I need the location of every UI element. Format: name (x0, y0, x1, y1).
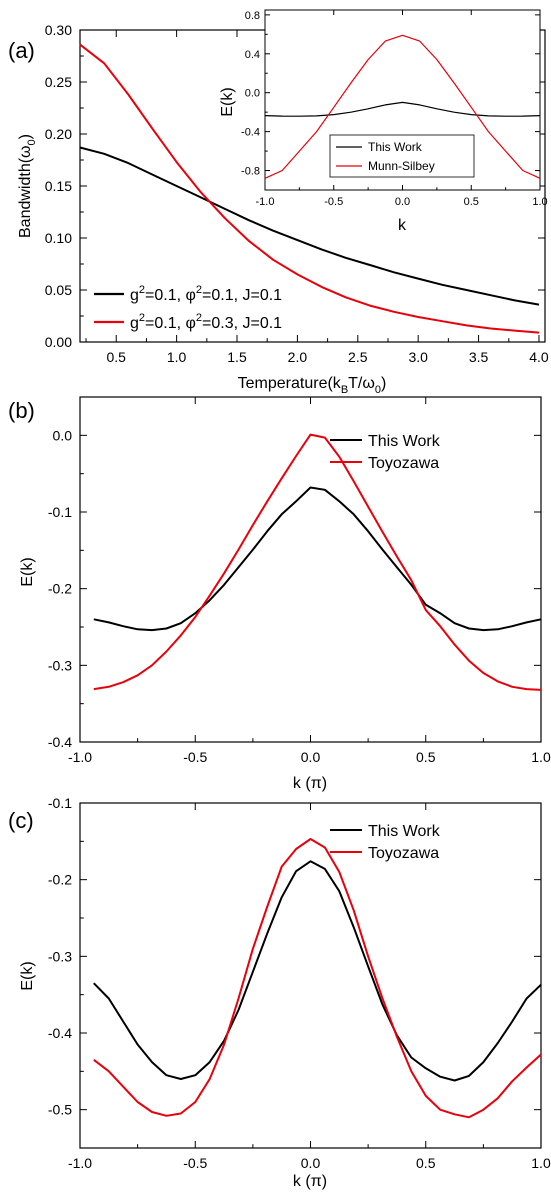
b-x-tick-label: -1.0 (68, 749, 92, 765)
inset-y-tick-label: -0.8 (241, 166, 260, 178)
a-y-tick-label: 0.10 (45, 230, 72, 246)
c-y-tick-label: -0.4 (48, 1025, 72, 1041)
a-series-line-0 (79, 146, 540, 306)
c-y-tick-label: -0.2 (48, 872, 72, 888)
plot-frame-b (79, 396, 542, 743)
inset-y-tick-label: 0.4 (245, 49, 260, 61)
panel-b: (b) -1.0 -0.5 0.0 0.5 1.0 -0.4 -0.3 -0.2 -0.1 0.0… (8, 396, 551, 792)
b-y-tick-label: -0.4 (48, 734, 72, 750)
a-y-tick-label: 0.15 (45, 178, 72, 194)
b-y-tick-label: -0.1 (48, 504, 72, 520)
inset-x-tick-label: 0.0 (395, 196, 410, 208)
y-axis-label-c: E(k) (19, 961, 36, 990)
c-y-tick-label: -0.3 (48, 948, 72, 964)
inset-x-tick-label: -0.5 (324, 196, 343, 208)
legend-label-a-0: g2=0.1, φ2=0.1, J=0.1 (130, 284, 282, 304)
c-y-tick-label: -0.1 (48, 795, 72, 811)
plot-frame-c (79, 802, 542, 1149)
x-axis-label-a: Temperature(kBT/ω0) (238, 375, 387, 396)
a-y-tick-label: 0.25 (45, 74, 72, 90)
b-y-tick-label: -0.2 (48, 581, 72, 597)
legend-a: g2=0.1, φ2=0.1, J=0.1 g2=0.1, φ2=0.3, J=… (94, 284, 282, 332)
legend-label-a-1: g2=0.1, φ2=0.3, J=0.1 (130, 312, 282, 332)
c-y-tick-label: -0.5 (48, 1102, 72, 1118)
c-x-tick-label: 0.0 (301, 1155, 321, 1171)
inset-series-line-0 (264, 101, 541, 117)
legend-label-inset-1: Munn-Silbey (368, 159, 435, 173)
y-axis-label-inset: E(k) (219, 87, 236, 116)
inset-y-tick-label: 0.8 (245, 10, 260, 22)
panel-a: (a) 0.5 1.0 1.5 2.0 2.5 3.0 3.5 4.0 0.00 0.05 0.10… (8, 9, 549, 396)
b-series-line-0 (93, 486, 542, 632)
inset-x-tick-label: -1.0 (256, 196, 275, 208)
a-x-tick-label: 2.5 (348, 349, 368, 365)
ticks-b: -1.0 -0.5 0.0 0.5 1.0 -0.4 -0.3 -0.2 -0.1 0.0 (48, 396, 551, 765)
a-x-tick-label: 0.5 (106, 349, 126, 365)
a-y-tick-label: 0.00 (45, 334, 72, 350)
inset-series-line-1 (264, 34, 541, 179)
legend-box-inset (329, 134, 475, 178)
a-y-tick-label: 0.30 (45, 22, 72, 38)
legend-label-inset-0: This Work (368, 140, 423, 154)
x-axis-label-b: k (π) (293, 775, 327, 792)
series-lines-inset (264, 34, 541, 179)
b-x-tick-label: -0.5 (183, 749, 207, 765)
legend-c: This Work Toyozawa (330, 823, 441, 862)
b-y-tick-label: -0.3 (48, 657, 72, 673)
b-x-tick-label: 0.0 (301, 749, 321, 765)
legend-inset: This Work Munn-Silbey (329, 134, 475, 178)
a-x-tick-label: 3.0 (408, 349, 428, 365)
a-y-tick-label: 0.20 (45, 126, 72, 142)
inset-plot: -1.0 -0.5 0.0 0.5 1.0-0.8-0.40.00.40.8 E(k) … (219, 9, 548, 234)
a-y-tick-label: 0.05 (45, 282, 72, 298)
a-x-tick-label: 3.5 (469, 349, 489, 365)
a-x-tick-label: 1.0 (167, 349, 187, 365)
c-x-tick-label: -1.0 (68, 1155, 92, 1171)
series-lines-a (79, 43, 540, 334)
a-x-tick-label: 4.0 (529, 349, 549, 365)
a-x-tick-label: 2.0 (288, 349, 308, 365)
c-x-tick-label: 0.5 (416, 1155, 436, 1171)
b-x-tick-label: 1.0 (531, 749, 551, 765)
series-lines-b (93, 433, 542, 691)
inset-x-tick-label: 1.0 (532, 196, 547, 208)
legend-label-c-1: Toyozawa (368, 845, 439, 862)
c-x-tick-label: -0.5 (183, 1155, 207, 1171)
inset-y-tick-label: 0.0 (245, 88, 260, 100)
panel-c: (c) -1.0 -0.5 0.0 0.5 1.0 -0.5 -0.4 -0.3 -0.2 -0.… (8, 795, 551, 1190)
b-y-tick-label: 0.0 (53, 427, 73, 443)
x-axis-label-inset: k (398, 217, 407, 234)
legend-b: This Work Toyozawa (330, 433, 441, 472)
b-x-tick-label: 0.5 (416, 749, 436, 765)
b-series-line-1 (93, 433, 542, 691)
legend-label-c-0: This Work (368, 823, 441, 840)
panel-label-c: (c) (8, 808, 34, 833)
a-x-tick-label: 1.5 (227, 349, 247, 365)
ticks-c: -1.0 -0.5 0.0 0.5 1.0 -0.5 -0.4 -0.3 -0.2 -0.1 (48, 795, 551, 1171)
ticks-inset: -1.0 -0.5 0.0 0.5 1.0 -0.8 -0.4 0.0 0.4 0.8 (241, 10, 548, 208)
c-series-line-1 (93, 838, 542, 1119)
panel-label-a: (a) (8, 38, 35, 63)
inset-y-tick-label: -0.4 (241, 127, 260, 139)
legend-label-b-1: Toyozawa (368, 455, 439, 472)
a-series-line-1 (79, 43, 540, 334)
x-axis-label-c: k (π) (293, 1173, 327, 1190)
inset-x-tick-label: 0.5 (464, 196, 479, 208)
y-axis-label-b: E(k) (19, 557, 36, 586)
c-series-line-0 (93, 860, 542, 1082)
y-axis-label-a: Bandwidth(ω0) (17, 134, 38, 238)
ticks-a: 0.5 1.0 1.5 2.0 2.5 3.0 3.5 4.0 0.00 0.05 0.10 0.15… (45, 22, 549, 365)
legend-label-b-0: This Work (368, 433, 441, 450)
panel-label-b: (b) (8, 398, 35, 423)
series-lines-c (93, 838, 542, 1119)
c-x-tick-label: 1.0 (531, 1155, 551, 1171)
